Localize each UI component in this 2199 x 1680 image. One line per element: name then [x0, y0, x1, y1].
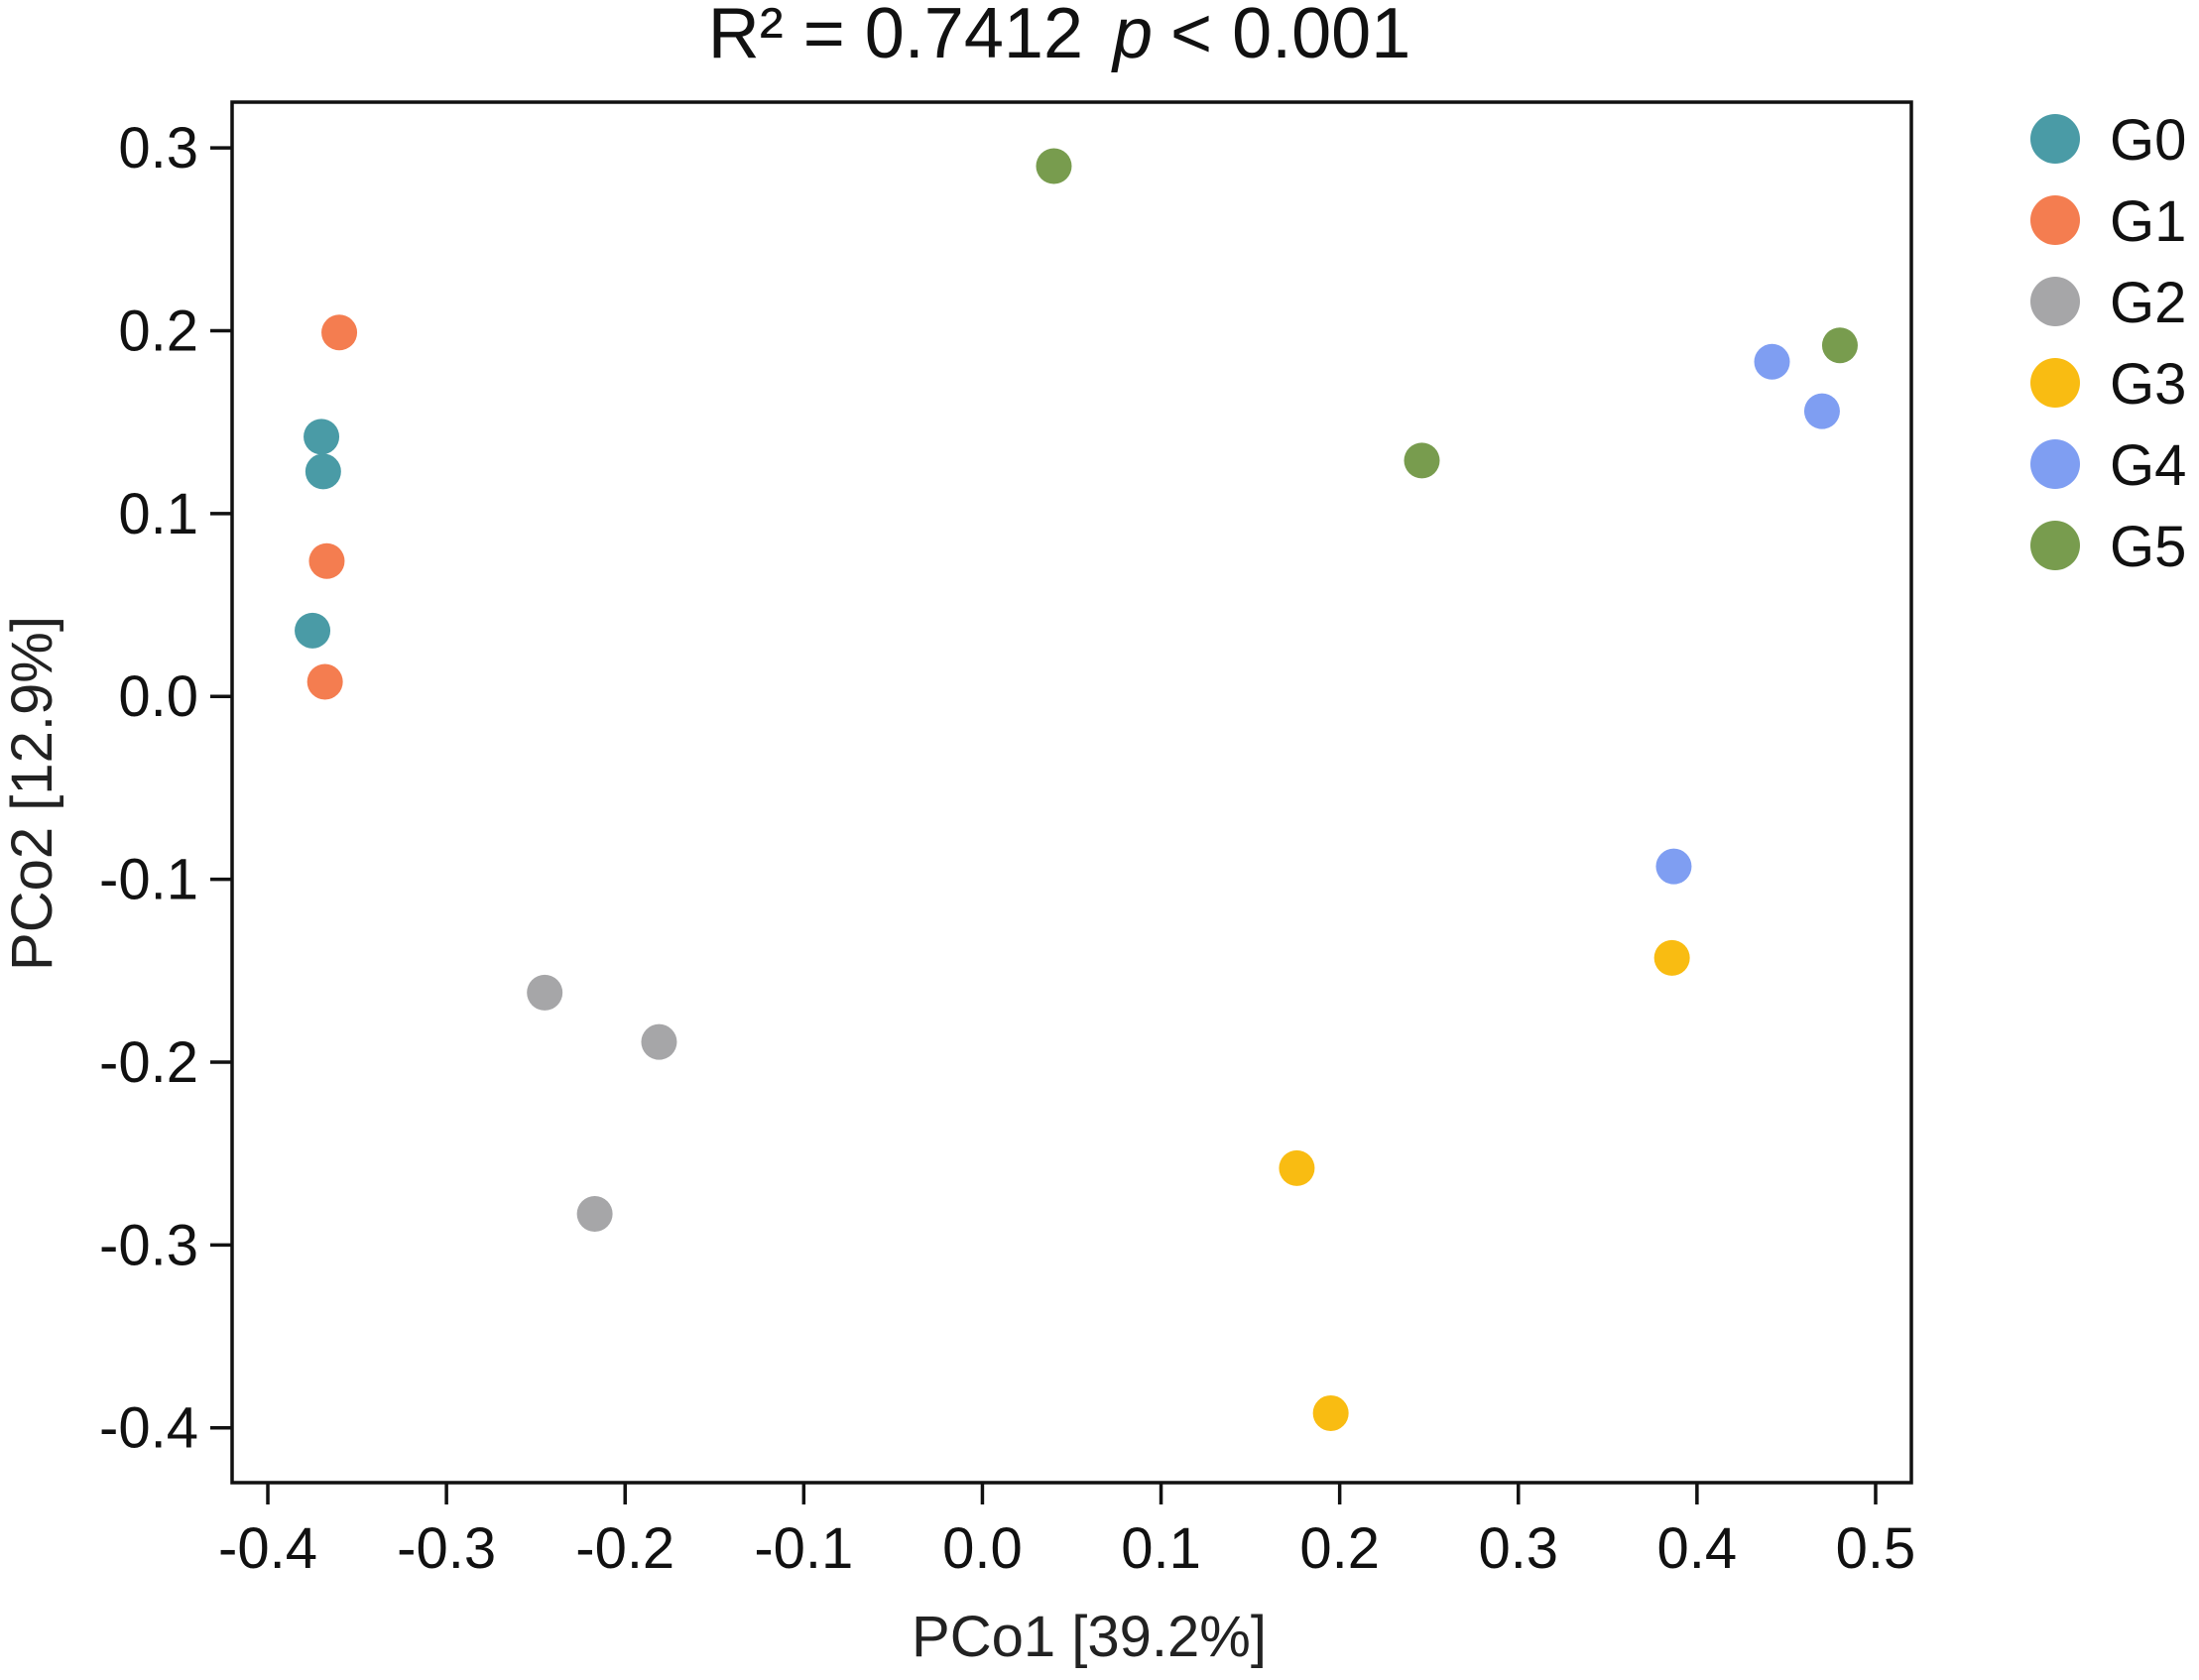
x-axis-ticks: -0.4 -0.3 -0.2 -0.1 0.0 0.1 0.2 0.3 0.4 0.5 — [218, 1483, 1915, 1581]
x-tick-label: 0.4 — [1657, 1516, 1738, 1581]
y-tick-label: 0.3 — [118, 116, 198, 180]
legend-label-g4: G4 — [2110, 433, 2186, 498]
y-axis-ticks: 0.3 0.2 0.1 0.0 -0.1 -0.2 -0.3 -0.4 — [99, 116, 232, 1461]
legend-label-g5: G5 — [2110, 515, 2186, 579]
legend-marker-g1 — [2030, 195, 2080, 245]
plot-area-frame — [230, 100, 1913, 1485]
point-g5 — [1821, 327, 1858, 364]
legend-label-g2: G2 — [2110, 271, 2186, 335]
data-points — [295, 148, 1858, 1431]
x-tick-label: 0.3 — [1478, 1516, 1558, 1581]
point-g2 — [576, 1195, 613, 1232]
legend-marker-g5 — [2030, 521, 2080, 570]
x-tick-label: -0.1 — [754, 1516, 853, 1581]
point-g3 — [1653, 939, 1690, 976]
point-g5 — [1036, 148, 1072, 184]
point-g4 — [1754, 343, 1790, 380]
legend-label-g0: G0 — [2110, 108, 2186, 173]
point-g5 — [1404, 442, 1440, 479]
x-tick-label: -0.4 — [218, 1516, 317, 1581]
point-g3 — [1312, 1394, 1349, 1431]
chart-title: R² = 0.7412 p < 0.001 — [708, 0, 1411, 73]
point-g0 — [304, 419, 340, 455]
y-tick-label: -0.4 — [99, 1396, 198, 1461]
legend-marker-g3 — [2030, 358, 2080, 408]
point-g1 — [321, 314, 358, 351]
legend: G0 G1 G2 G3 G4 G5 — [2030, 108, 2186, 579]
point-g0 — [295, 612, 331, 649]
x-tick-label: -0.3 — [397, 1516, 496, 1581]
point-g1 — [306, 663, 343, 700]
legend-label-g3: G3 — [2110, 352, 2186, 417]
x-tick-label: -0.2 — [575, 1516, 674, 1581]
point-g2 — [527, 974, 563, 1011]
chart-title-r2: R² = 0.7412 — [708, 0, 1083, 73]
y-tick-label: 0.2 — [118, 299, 198, 363]
x-tick-label: 0.1 — [1121, 1516, 1201, 1581]
point-g0 — [305, 453, 341, 490]
y-tick-label: 0.0 — [118, 664, 198, 729]
y-tick-label: -0.1 — [99, 848, 198, 912]
x-axis-label: PCo1 [39.2%] — [912, 1605, 1267, 1669]
legend-marker-g4 — [2030, 439, 2080, 489]
x-tick-label: 0.5 — [1836, 1516, 1916, 1581]
point-g1 — [308, 542, 345, 579]
x-tick-label: 0.0 — [942, 1516, 1023, 1581]
legend-label-g1: G1 — [2110, 189, 2186, 254]
y-tick-label: -0.2 — [99, 1030, 198, 1095]
y-axis-label: PCo2 [12.9%] — [0, 616, 64, 971]
point-g3 — [1279, 1149, 1315, 1186]
y-tick-label: 0.1 — [118, 482, 198, 546]
point-g4 — [1655, 848, 1692, 885]
point-g4 — [1803, 393, 1840, 429]
x-tick-label: 0.2 — [1299, 1516, 1380, 1581]
chart-title-p-symbol: p — [1111, 0, 1153, 73]
legend-marker-g0 — [2030, 114, 2080, 164]
chart-title-p-value: < 0.001 — [1170, 0, 1410, 73]
legend-marker-g2 — [2030, 277, 2080, 326]
y-tick-label: -0.3 — [99, 1213, 198, 1277]
point-g2 — [641, 1023, 677, 1060]
